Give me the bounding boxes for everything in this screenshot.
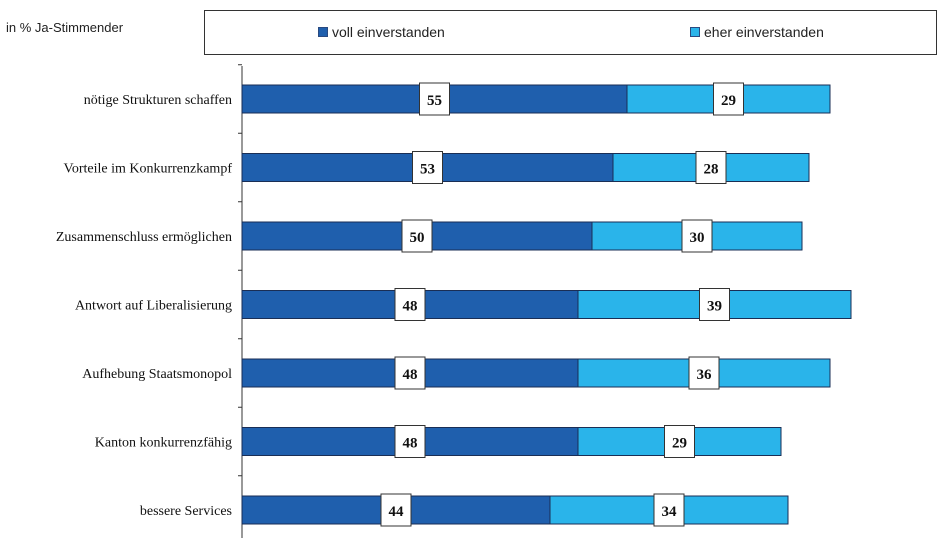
value-label-box (653, 493, 685, 527)
value-label: 48 (403, 367, 418, 383)
category-label: nötige Strukturen schaffen (84, 93, 232, 108)
value-label: 48 (403, 299, 418, 315)
value-label: 44 (389, 504, 405, 520)
category-label: Zusammenschluss ermöglichen (56, 230, 232, 245)
value-label: 53 (420, 162, 435, 178)
value-label: 29 (672, 436, 687, 452)
value-label: 39 (707, 299, 722, 315)
value-label: 28 (704, 162, 719, 178)
value-label: 29 (721, 93, 736, 109)
legend-swatch-voll (318, 27, 328, 37)
value-label: 30 (690, 230, 705, 246)
value-label-box (394, 288, 426, 321)
value-label-box (713, 82, 744, 116)
value-label-box (681, 219, 713, 253)
value-label-box (412, 151, 443, 184)
value-label: 36 (697, 367, 713, 383)
value-label: 50 (410, 230, 425, 246)
category-label: Vorteile im Konkurrenzkampf (64, 162, 233, 177)
y-unit-label: in % Ja-Stimmender (6, 20, 124, 35)
value-label-box (394, 356, 426, 390)
value-label: 34 (662, 504, 678, 520)
value-label-box (380, 493, 412, 527)
legend-item-eher: eher einverstanden (690, 24, 824, 40)
value-label-box (394, 425, 426, 458)
value-label: 55 (427, 93, 442, 109)
legend-item-voll: voll einverstanden (318, 24, 445, 40)
legend-swatch-eher (690, 27, 700, 37)
legend-label-voll: voll einverstanden (332, 24, 445, 40)
value-label: 48 (403, 436, 418, 452)
value-label-box (695, 151, 727, 184)
category-label: bessere Services (140, 504, 232, 519)
legend: voll einverstanden eher einverstanden (204, 10, 937, 55)
legend-label-eher: eher einverstanden (704, 24, 824, 40)
category-label: Kanton konkurrenzfähig (95, 436, 232, 451)
value-label-box (419, 82, 450, 116)
value-label-box (688, 356, 720, 390)
category-label: Antwort auf Liberalisierung (75, 299, 232, 314)
category-label: Aufhebung Staatsmonopol (82, 367, 232, 382)
value-label-box (664, 425, 695, 458)
value-label-box (699, 288, 730, 321)
value-label-box (401, 219, 433, 253)
